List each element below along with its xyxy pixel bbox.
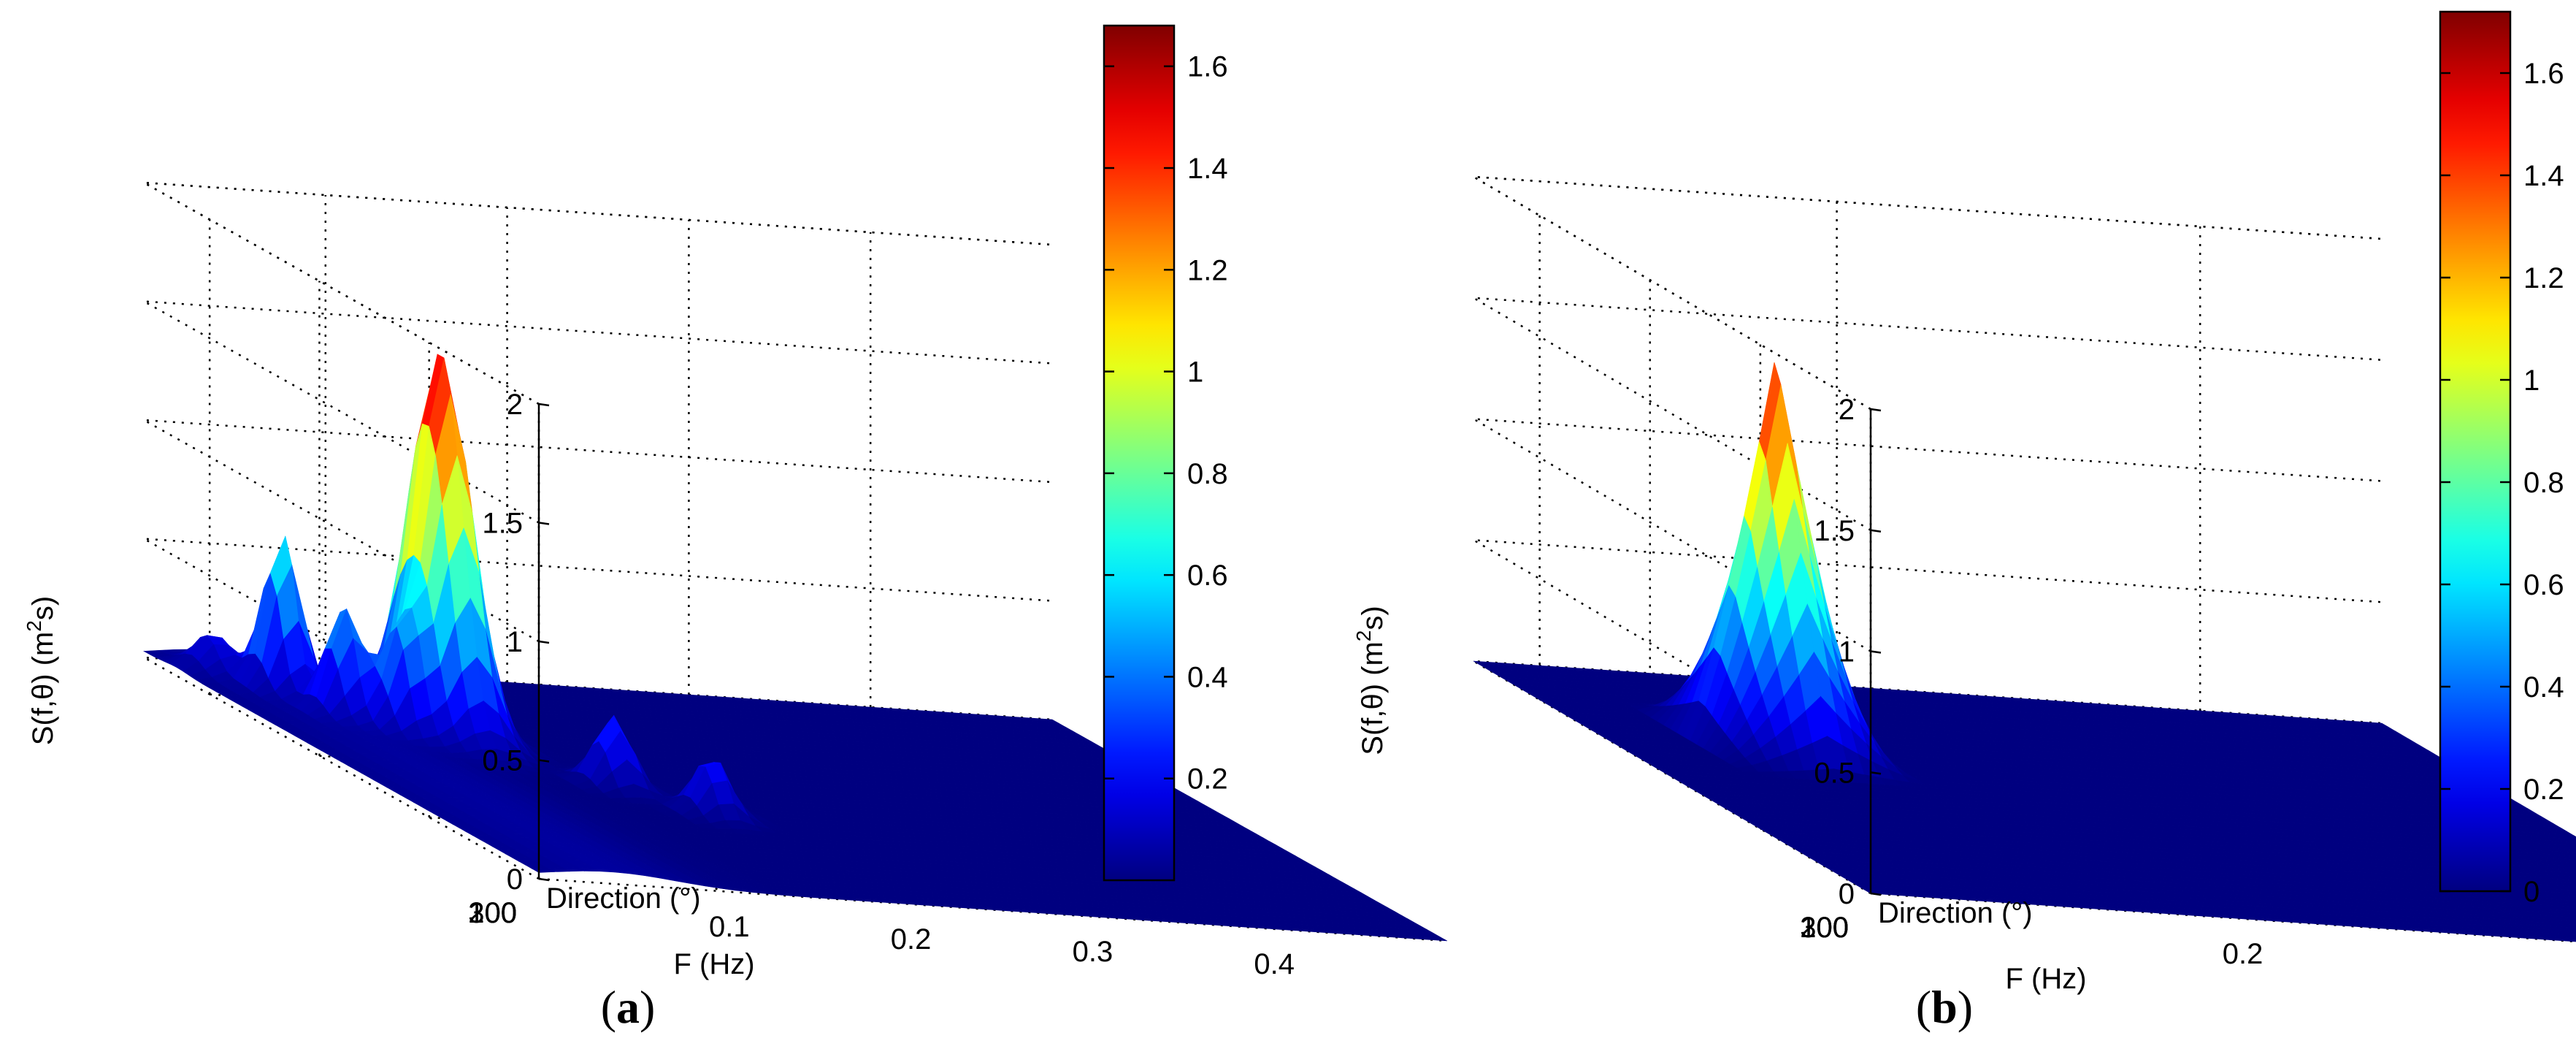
colorbar-tick-label: 1.4	[1187, 153, 1228, 185]
z-axis-label: S(f,θ) (m2s)	[23, 596, 59, 745]
colorbar-tick-label: 1	[1187, 356, 1203, 389]
colorbar-tick-label: 0.2	[1187, 763, 1228, 796]
gridline-z	[143, 181, 1053, 405]
surface	[1473, 362, 2576, 942]
gridline-top	[1473, 175, 2383, 411]
z-tick	[538, 877, 550, 882]
z-tick-label: 0.5	[482, 745, 523, 777]
z-tick-label: 1	[507, 626, 523, 658]
y-axis-label: Direction (°)	[546, 882, 701, 915]
z-tick-label: 0	[507, 863, 523, 896]
gridline-z	[1473, 297, 2383, 531]
colorbar-tick-label: 0.6	[1187, 560, 1228, 592]
z-tick	[538, 403, 550, 407]
z-tick	[538, 640, 550, 644]
z-tick-label: 1.5	[482, 508, 523, 540]
colorbar-tick-label: 1.2	[1187, 254, 1228, 286]
gridline-z	[1473, 418, 2383, 652]
colorbar-tick-label: 1.6	[1187, 51, 1228, 83]
gridline-z	[1473, 175, 2383, 411]
x-tick-label: 0.1	[709, 911, 750, 943]
colorbar-tick-label: 0.8	[1187, 458, 1228, 490]
gridline-z	[143, 656, 1053, 880]
surface	[142, 354, 1448, 942]
z-tick	[538, 522, 550, 525]
colorbar: 0.2 0.4 0.6 0.8 1 1.2 1.4 1.6	[1103, 24, 1228, 882]
x-axis-label: F (Hz)	[673, 948, 754, 980]
colorbar-tick-label: 0.4	[1187, 661, 1228, 693]
x-tick-label: 0.3	[1073, 936, 1113, 968]
x-tick-label: 0.2	[891, 923, 932, 955]
colorbar-rect	[1103, 24, 1176, 882]
gridline-top	[143, 181, 1053, 405]
panel-caption: (a)	[601, 981, 656, 1033]
gridline-z	[143, 300, 1053, 524]
y-tick-label: 300	[468, 897, 517, 929]
z-tick-label: 2	[507, 389, 523, 421]
x-tick-label: 0.4	[1254, 948, 1295, 980]
